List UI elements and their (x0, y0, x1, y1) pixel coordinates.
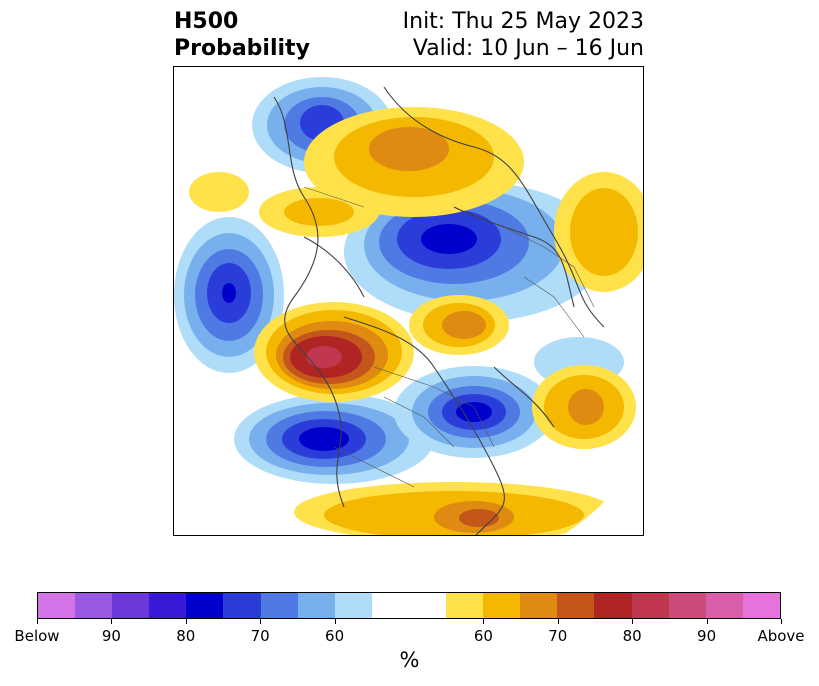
date-info: Init: Thu 25 May 2023 Valid: 10 Jun – 16… (403, 8, 644, 62)
coastlines (273, 86, 605, 535)
colorbar-cell (38, 593, 76, 618)
colorbar-tick-mark (185, 619, 187, 624)
below-center-east (394, 366, 554, 458)
colorbar-cell (260, 593, 298, 618)
below-center-pacific-south (234, 394, 434, 484)
colorbar-cell (186, 593, 224, 618)
colorbar-cell (668, 593, 706, 618)
colorbar-tick-mark (483, 619, 485, 624)
colorbar-cell (520, 593, 558, 618)
init-date: Init: Thu 25 May 2023 (402, 9, 644, 34)
above-center-southeast (532, 365, 636, 449)
probability-map (174, 67, 643, 535)
colorbar-tick-label: 90 (101, 627, 121, 645)
colorbar-cell (334, 593, 372, 618)
colorbar-tick-mark (781, 619, 782, 624)
colorbar-unit-label: % (399, 648, 420, 672)
colorbar-cell (75, 593, 113, 618)
colorbar-cell (705, 593, 743, 618)
colorbar-tick-mark (260, 619, 262, 624)
colorbar-tick-mark (334, 619, 336, 624)
chart-title: H500 Probability (174, 8, 310, 62)
colorbar-cell (408, 593, 447, 618)
title-line-type: Probability (174, 36, 310, 61)
title-line-variable: H500 (174, 9, 239, 34)
colorbar-cell (112, 593, 150, 618)
colorbar-tick-mark (706, 619, 708, 624)
polar-map (173, 66, 644, 536)
colorbar-cell (594, 593, 632, 618)
colorbar-tick-label: 80 (176, 627, 196, 645)
colorbar-tick-label: 70 (250, 627, 270, 645)
colorbar-cell (371, 593, 409, 618)
colorbar-tick-label: 60 (473, 627, 493, 645)
above-center-west (254, 302, 414, 402)
colorbar-tick-label: Above (757, 627, 805, 645)
colorbar-tick-mark (632, 619, 634, 624)
valid-range: Valid: 10 Jun – 16 Jun (412, 36, 644, 61)
above-center-central (409, 295, 509, 355)
colorbar-cell (483, 593, 521, 618)
colorbar-tick-mark (37, 619, 38, 624)
colorbar-cell (446, 593, 484, 618)
colorbar-tick-label: 70 (548, 627, 568, 645)
above-center-north (304, 107, 524, 217)
colorbar-tick-label: 90 (697, 627, 717, 645)
colorbar-cell (742, 593, 780, 618)
colorbar-cell (631, 593, 669, 618)
below-center-pacific-west (174, 217, 284, 373)
colorbar (37, 592, 781, 619)
colorbar-cell (557, 593, 595, 618)
colorbar-tick-mark (557, 619, 559, 624)
colorbar-tick-label: Below (14, 627, 60, 645)
colorbar-ticks: Below 90 80 70 60 60 70 80 90 Above (14, 619, 805, 645)
colorbar-tick-mark (111, 619, 113, 624)
borders (303, 186, 595, 488)
colorbar-cell (149, 593, 187, 618)
colorbar-tick-label: 80 (622, 627, 642, 645)
colorbar-cell (297, 593, 335, 618)
above-center-east-asia (554, 172, 643, 292)
colorbar-cell (223, 593, 261, 618)
colorbar-tick-label: 60 (325, 627, 345, 645)
above-center-far-west (189, 172, 249, 212)
